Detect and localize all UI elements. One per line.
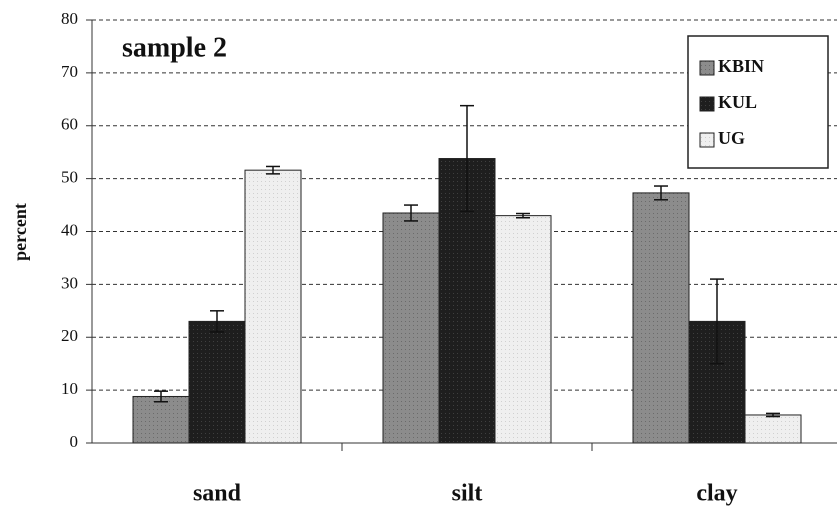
chart-title: sample 2: [122, 32, 227, 63]
y-tick-label: 40: [61, 220, 78, 239]
error-bar: [710, 278, 724, 365]
bar: [632, 192, 690, 444]
bar: [494, 215, 552, 444]
bar: [382, 212, 440, 444]
bar: [188, 320, 246, 444]
x-tick-label: silt: [452, 481, 483, 507]
error-bar: [210, 310, 224, 333]
legend-label: KBIN: [718, 56, 764, 76]
error-bar: [266, 165, 280, 175]
y-axis-label: percent: [10, 203, 30, 261]
legend-label: KUL: [718, 92, 757, 112]
error-bar: [516, 212, 530, 219]
y-tick-label: 50: [61, 168, 78, 187]
y-tick-label: 60: [61, 115, 78, 134]
y-tick-label: 20: [61, 326, 78, 345]
bar: [132, 395, 190, 444]
error-bar: [766, 412, 780, 418]
legend-swatch: [699, 96, 715, 112]
error-bar: [460, 104, 474, 213]
x-tick-label: sand: [193, 481, 242, 507]
y-tick-label: 30: [61, 273, 78, 292]
error-bar: [654, 185, 668, 201]
error-bar: [404, 204, 418, 222]
legend-label: UG: [718, 128, 745, 148]
bar: [744, 414, 802, 444]
y-tick-label: 10: [61, 379, 78, 398]
y-tick-label: 80: [61, 9, 78, 28]
y-tick-label: 70: [61, 62, 78, 81]
legend-swatch: [699, 60, 715, 76]
legend-swatch: [699, 132, 715, 148]
bar: [244, 169, 302, 444]
y-tick-label: 0: [70, 432, 79, 451]
x-tick-label: clay: [696, 481, 737, 507]
error-bar: [154, 390, 168, 403]
